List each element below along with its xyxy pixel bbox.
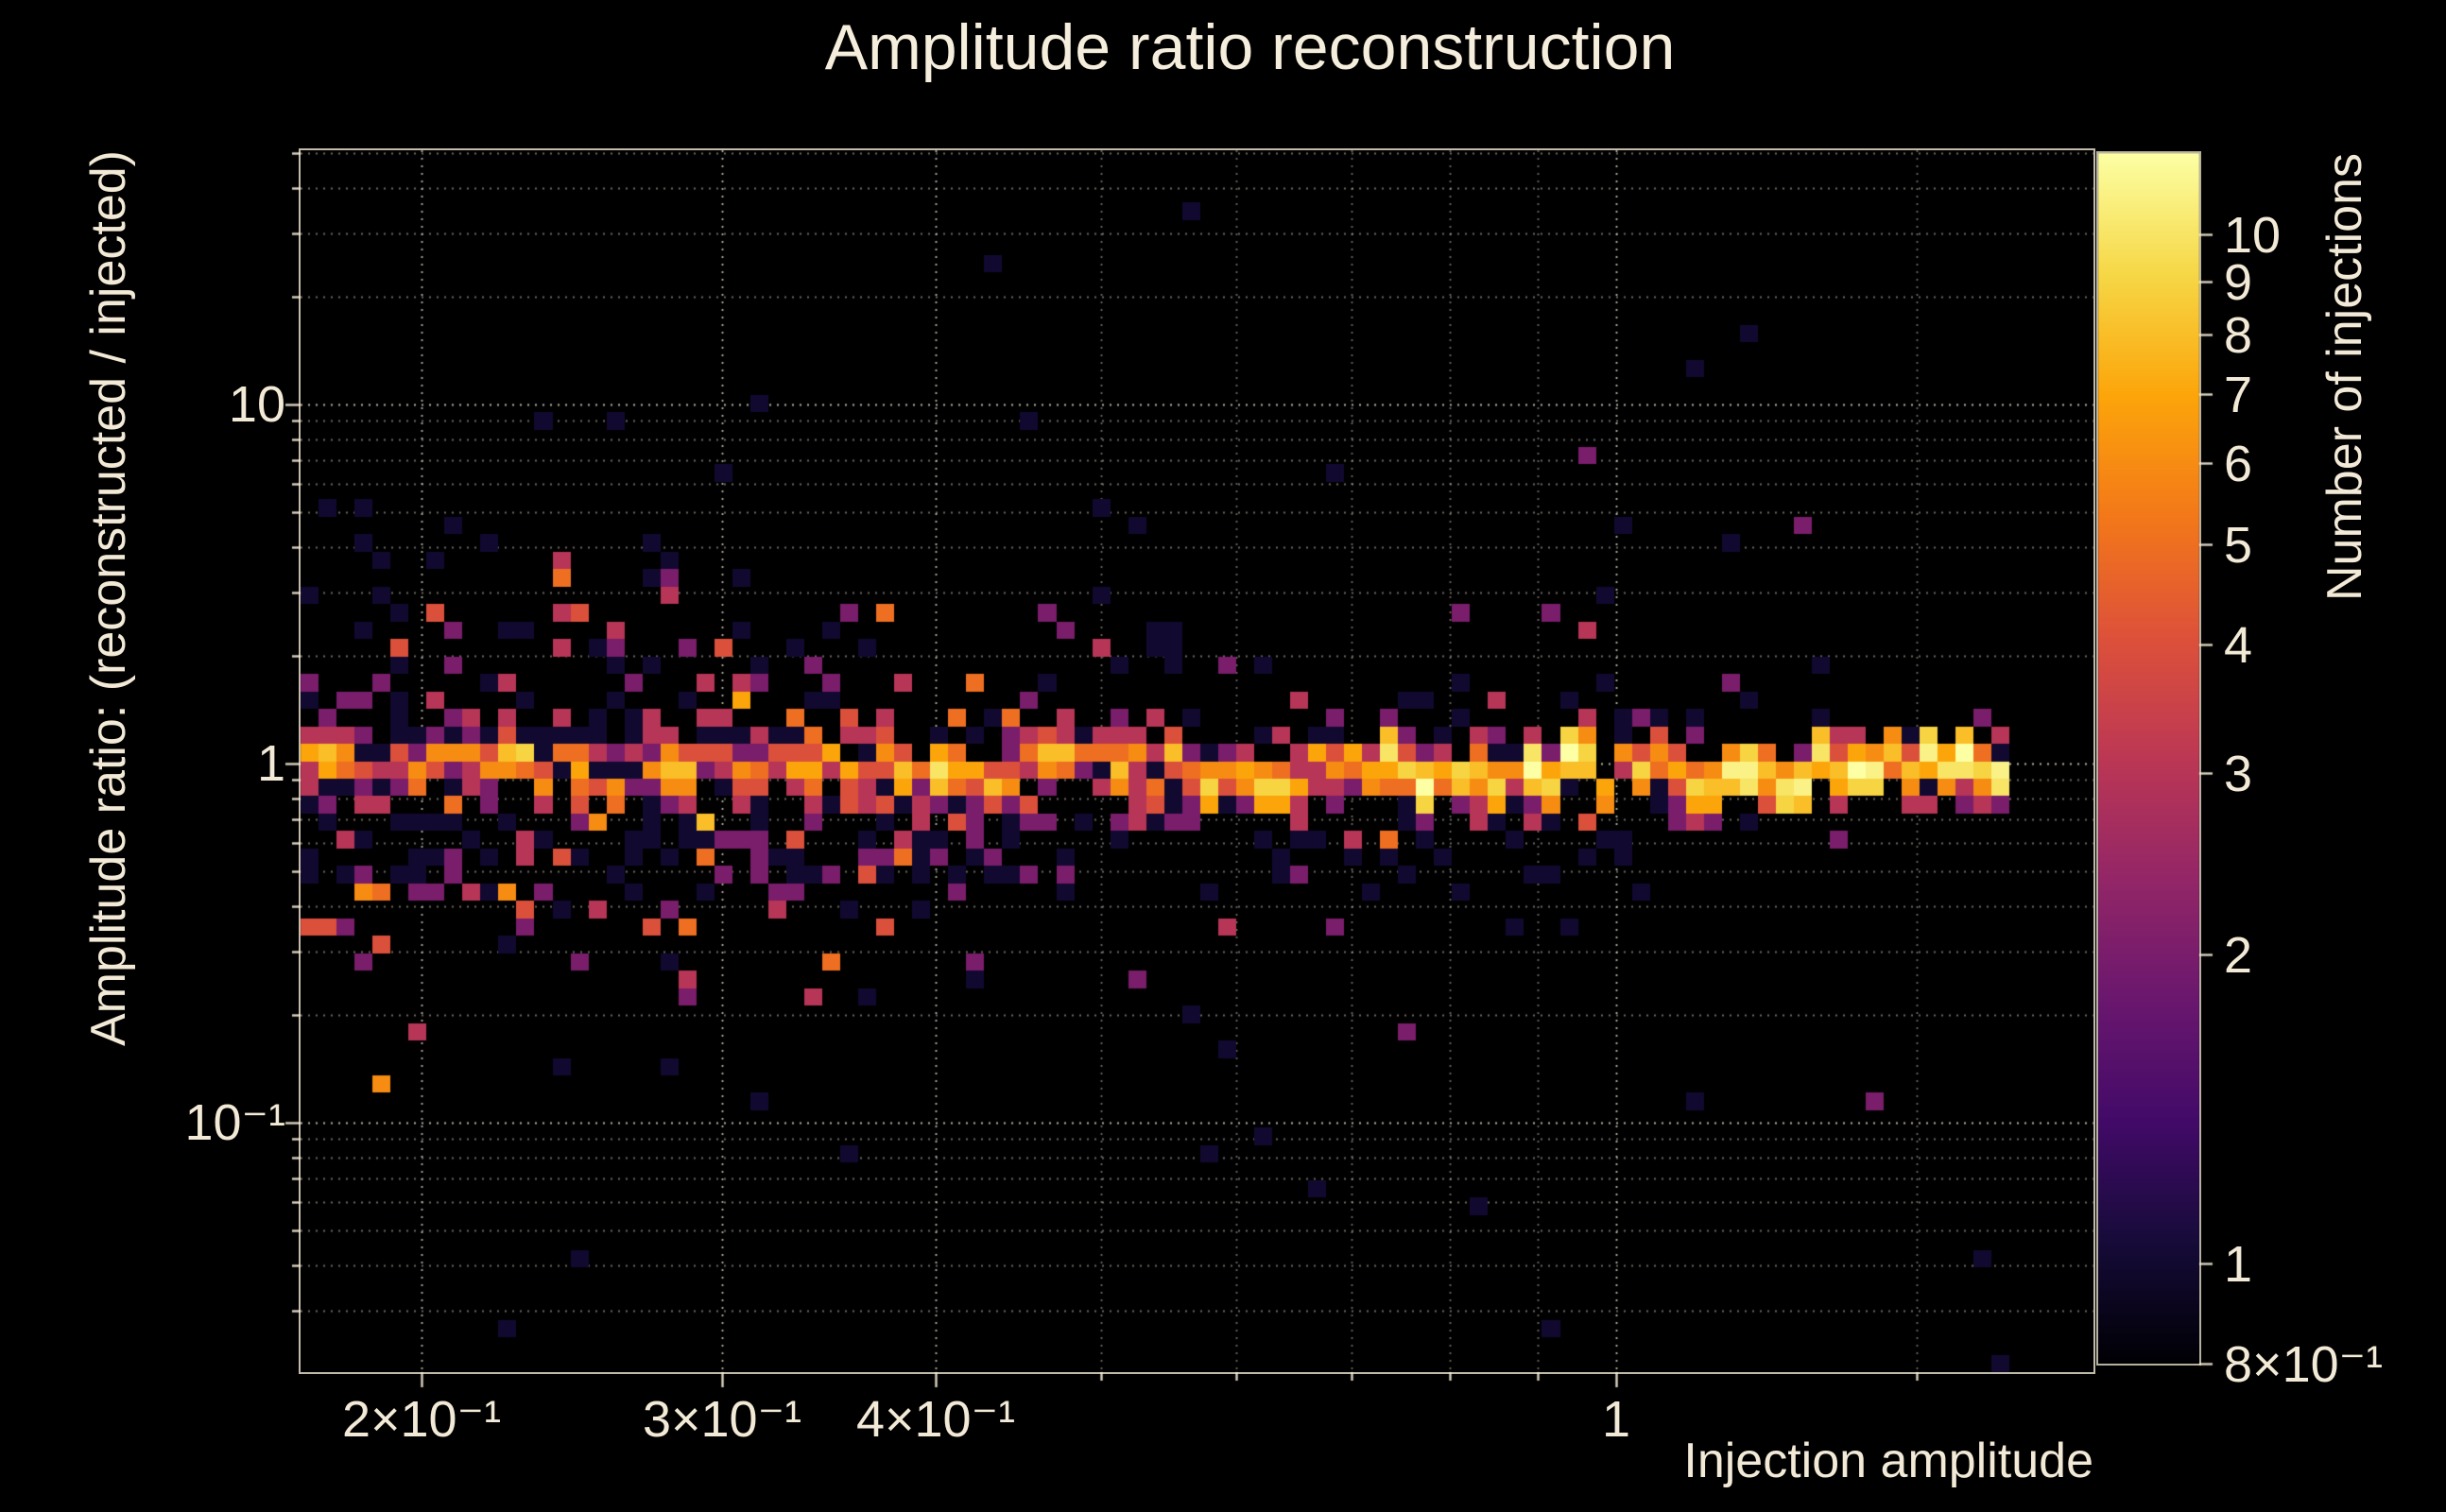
colorbar-tick-label: 8 [2224,306,2253,364]
y-axis-tick-label: 1 [256,735,285,792]
colorbar-tick-label: 4 [2224,616,2253,674]
colorbar-tick-label: 9 [2224,253,2253,311]
colorbar-tick-label: 6 [2224,435,2253,492]
y-axis-label-text: Amplitude ratio: (reconstructed / inject… [81,150,136,1046]
colorbar-tick-label: 2 [2224,926,2253,984]
x-axis-tick-label: 4×10⁻¹ [855,1391,1016,1448]
y-axis-tick-label: 10⁻¹ [184,1094,285,1151]
plot-frame [299,148,2095,1374]
x-axis-tick-label: 2×10⁻¹ [341,1391,502,1448]
chart-title: Amplitude ratio reconstruction [824,11,1676,83]
x-axis-tick-label: 1 [1601,1391,1631,1448]
colorbar-label: Number of injections [2317,153,2446,601]
colorbar-tick-label: 1 [2224,1235,2253,1293]
colorbar-tick-label: 7 [2224,366,2253,423]
y-axis-tick-label: 10 [228,376,285,433]
x-axis-label: Injection amplitude [1683,1434,2093,1488]
colorbar-tick-label: 10 [2224,206,2282,264]
colorbar-frame [2096,151,2201,1366]
colorbar-tick-label: 3 [2224,745,2253,802]
colorbar-tick-label: 8×10⁻¹ [2224,1335,2384,1393]
x-axis-tick-label: 3×10⁻¹ [642,1391,802,1448]
colorbar-tick-label: 5 [2224,516,2253,574]
y-axis-label: Amplitude ratio: (reconstructed / inject… [81,150,977,1046]
